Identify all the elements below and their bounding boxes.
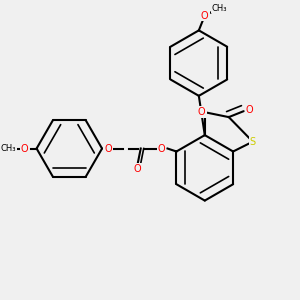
Text: O: O <box>158 143 165 154</box>
Text: O: O <box>201 11 208 20</box>
Text: S: S <box>250 137 256 147</box>
Text: O: O <box>104 143 112 154</box>
Text: CH₃: CH₃ <box>212 4 227 13</box>
Text: O: O <box>198 107 206 117</box>
Text: O: O <box>134 164 142 174</box>
Text: CH₃: CH₃ <box>1 144 16 153</box>
Text: O: O <box>21 143 28 154</box>
Text: O: O <box>246 105 254 115</box>
